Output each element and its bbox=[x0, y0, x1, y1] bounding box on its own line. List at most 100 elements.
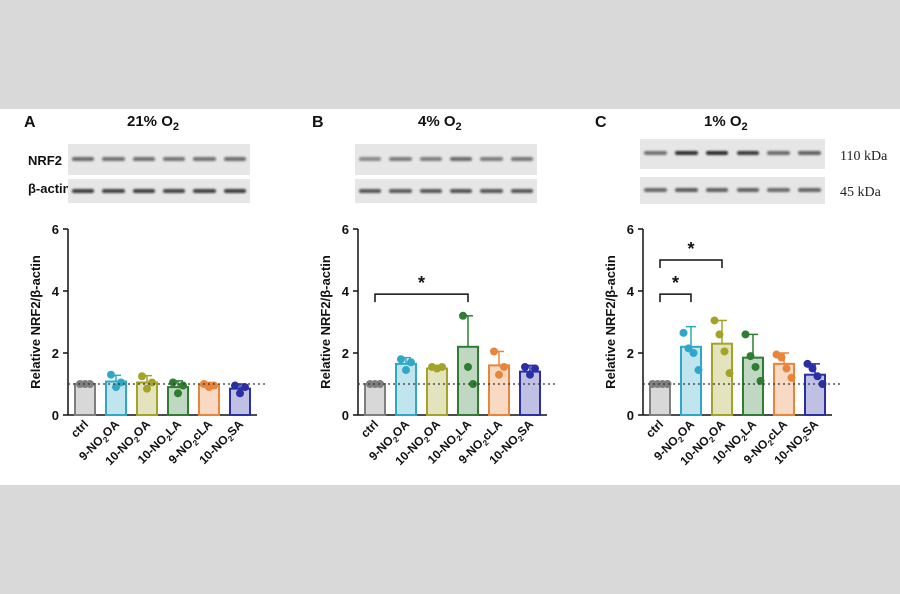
significance-star: * bbox=[418, 273, 425, 293]
y-tick-label: 4 bbox=[52, 284, 60, 299]
y-tick-label: 0 bbox=[342, 408, 349, 423]
blot-c-nrf2 bbox=[640, 139, 825, 169]
x-tick-label-sub: 2 bbox=[481, 438, 491, 448]
blot-band bbox=[510, 157, 533, 161]
blot-band bbox=[193, 189, 216, 193]
kda-top-label: 110 kDa bbox=[840, 149, 888, 164]
data-point bbox=[397, 355, 405, 364]
blot-band bbox=[359, 189, 382, 193]
data-point bbox=[521, 362, 529, 371]
y-tick-label: 2 bbox=[627, 346, 634, 361]
data-point bbox=[143, 384, 151, 393]
x-tick-label-sub: 2 bbox=[740, 433, 750, 443]
data-point bbox=[500, 362, 508, 371]
data-point bbox=[663, 380, 672, 388]
x-tick-label-sub: 2 bbox=[801, 434, 811, 444]
data-point bbox=[174, 389, 182, 398]
x-tick-label-sub: 2 bbox=[676, 435, 686, 445]
data-point bbox=[818, 380, 827, 388]
y-tick-label: 0 bbox=[627, 408, 634, 423]
blot-band bbox=[419, 189, 442, 193]
x-tick-label-part: ctrl bbox=[68, 417, 91, 440]
data-point bbox=[813, 372, 822, 381]
blot-c-actin bbox=[640, 177, 825, 204]
panel-c-letter: C bbox=[595, 114, 607, 131]
blot-band bbox=[193, 157, 216, 161]
panel-a-letter: A bbox=[24, 114, 36, 131]
blot-b-nrf2 bbox=[355, 144, 537, 175]
data-point bbox=[725, 369, 734, 378]
figure-panel: A 21% O2 B 4% O2 C 1% O2 NRF2 β-actin 11… bbox=[0, 109, 900, 485]
blot-band bbox=[705, 188, 729, 192]
data-point bbox=[741, 330, 750, 339]
blot-band bbox=[674, 188, 698, 192]
x-tick-label-sub: 2 bbox=[516, 434, 526, 444]
data-point bbox=[751, 362, 760, 371]
blot-a-nrf2 bbox=[68, 144, 250, 175]
blot-band bbox=[132, 157, 155, 161]
significance-bracket bbox=[374, 293, 469, 303]
x-tick-label-sub: 2 bbox=[226, 434, 236, 444]
blot-band bbox=[132, 189, 155, 193]
data-point bbox=[694, 366, 703, 375]
data-point bbox=[210, 381, 218, 390]
blot-band bbox=[419, 157, 442, 161]
data-point bbox=[107, 370, 115, 379]
panel-b-letter: B bbox=[312, 114, 324, 131]
blot-band bbox=[767, 188, 791, 192]
data-point bbox=[756, 376, 765, 385]
bar bbox=[711, 342, 733, 416]
y-axis-label: Relative NRF2/β-actin bbox=[603, 255, 618, 389]
y-tick-label: 4 bbox=[342, 284, 350, 299]
panel-b-title-sub: 2 bbox=[455, 121, 462, 133]
chart-panel-c: Relative NRF2/β-actin0246ctrl9-NO2OA10-N… bbox=[603, 222, 840, 468]
significance-star: * bbox=[687, 239, 694, 259]
y-axis-label: Relative NRF2/β-actin bbox=[28, 255, 43, 389]
data-point bbox=[715, 330, 724, 339]
x-tick-label: ctrl bbox=[68, 417, 91, 440]
blot-band bbox=[389, 157, 412, 161]
blot-band bbox=[163, 189, 186, 193]
y-tick-label: 6 bbox=[342, 222, 349, 237]
x-tick-label-sub: 2 bbox=[422, 435, 432, 445]
kda-bottom-label: 45 kDa bbox=[840, 185, 881, 200]
data-point bbox=[689, 349, 698, 357]
panel-c-title: 1% O2 bbox=[704, 113, 748, 133]
data-point bbox=[117, 378, 125, 387]
data-point bbox=[808, 364, 817, 373]
bar bbox=[426, 367, 448, 416]
blot-band bbox=[510, 189, 533, 193]
data-point bbox=[464, 362, 472, 371]
blot-band bbox=[72, 189, 95, 193]
data-point bbox=[112, 383, 120, 392]
data-point bbox=[236, 389, 244, 398]
data-point bbox=[231, 381, 239, 390]
x-tick-label-sub: 2 bbox=[391, 435, 401, 445]
panel-c-title-sub: 2 bbox=[741, 121, 748, 133]
x-tick-label-sub: 2 bbox=[707, 435, 717, 445]
significance-bracket bbox=[659, 293, 692, 303]
blot-band bbox=[389, 189, 412, 193]
panel-a-title-main: 21% O bbox=[127, 113, 173, 130]
significance-star: * bbox=[672, 273, 679, 293]
blot-band bbox=[102, 189, 125, 193]
data-point bbox=[531, 364, 539, 373]
data-point bbox=[241, 383, 249, 392]
data-point bbox=[148, 378, 156, 387]
x-tick-label-part: ctrl bbox=[643, 417, 666, 440]
bar bbox=[364, 383, 386, 416]
blot-band bbox=[72, 157, 95, 161]
data-point bbox=[438, 362, 446, 371]
blot-band bbox=[359, 157, 382, 161]
blot-band bbox=[480, 157, 503, 161]
bar bbox=[136, 381, 158, 416]
data-point bbox=[402, 366, 410, 375]
blot-band bbox=[644, 151, 667, 155]
data-point bbox=[490, 347, 498, 356]
x-tick-label-sub: 2 bbox=[101, 435, 111, 445]
panel-c-title-main: 1% O bbox=[704, 113, 742, 130]
blot-band bbox=[480, 189, 503, 193]
y-tick-label: 2 bbox=[52, 346, 59, 361]
blot-band bbox=[163, 157, 186, 161]
chart-panel-a: Relative NRF2/β-actin0246ctrl9-NO2OA10-N… bbox=[28, 222, 265, 468]
